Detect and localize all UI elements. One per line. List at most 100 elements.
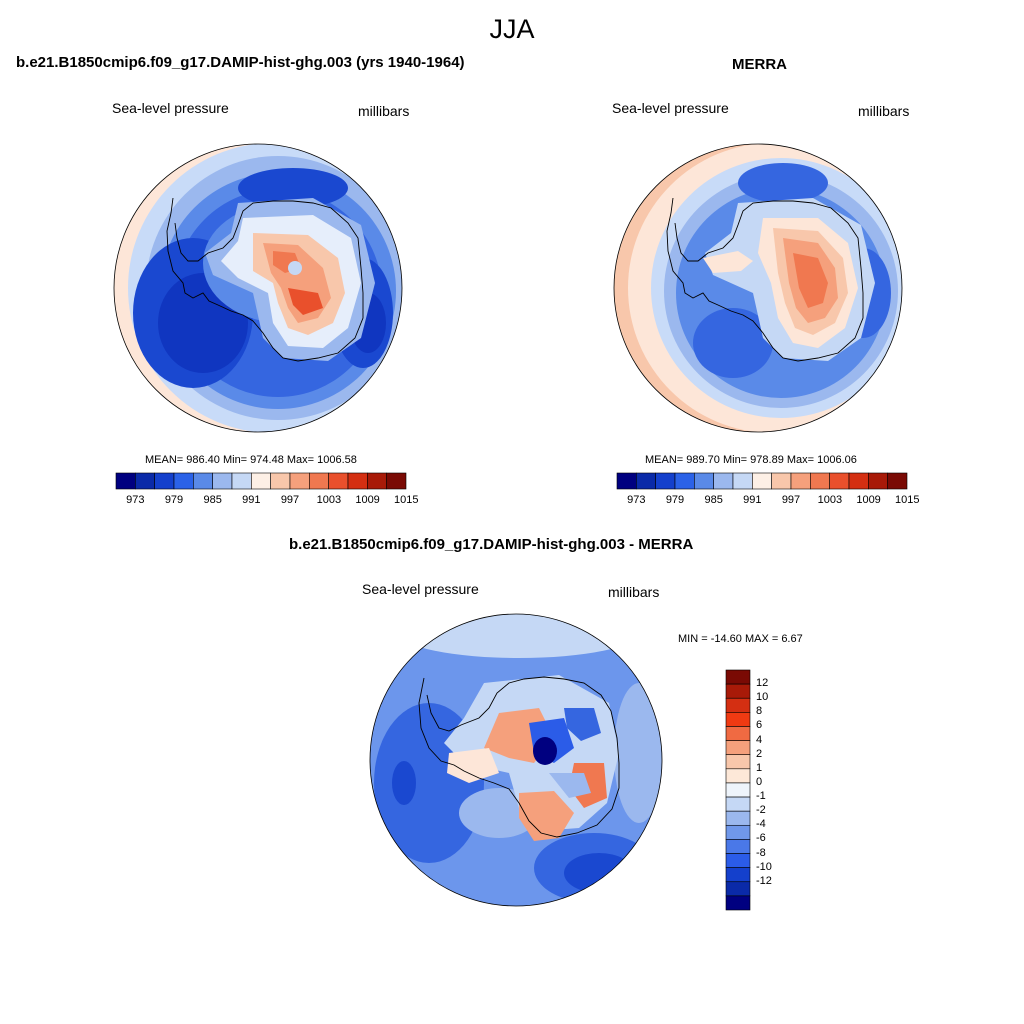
obs-colorbar-box <box>848 472 869 490</box>
obs-stats: MEAN= 989.70 Min= 978.89 Max= 1006.06 <box>645 454 857 466</box>
diff-colorbar-tick: -6 <box>756 832 766 845</box>
obs-colorbar-box <box>674 472 695 490</box>
model-colorbar-box <box>328 472 349 490</box>
diff-variable-label: Sea-level pressure <box>362 581 479 597</box>
model-colorbar-box <box>115 472 136 490</box>
model-variable-label: Sea-level pressure <box>112 100 229 116</box>
model-colorbar-tick: 991 <box>242 494 261 506</box>
model-colorbar-box <box>270 472 291 490</box>
model-colorbar-tick: 997 <box>280 494 300 506</box>
diff-stats: MIN = -14.60 MAX = 6.67 <box>678 633 803 645</box>
obs-colorbar-box <box>752 472 772 490</box>
diff-colorbar-box <box>725 824 751 840</box>
model-colorbar-box <box>135 472 155 490</box>
diff-colorbar-box <box>725 669 751 685</box>
diff-colorbar-box <box>725 740 751 756</box>
diff-colorbar-box <box>725 881 751 897</box>
model-colorbar-tick: 985 <box>203 494 222 506</box>
diff-panel-title: b.e21.B1850cmip6.f09_g17.DAMIP-hist-ghg.… <box>289 536 694 553</box>
diff-colorbar-tick: -12 <box>756 874 772 887</box>
antarctica-coastline <box>166 197 364 362</box>
diff-colorbar <box>725 669 751 911</box>
diff-units-label: millibars <box>608 584 660 600</box>
model-colorbar <box>115 472 407 490</box>
antarctica-coastline <box>418 676 620 838</box>
model-colorbar-box <box>173 472 194 490</box>
model-colorbar-tick: 1003 <box>316 494 342 506</box>
obs-colorbar-box <box>636 472 656 490</box>
antarctica-coastline <box>666 197 864 362</box>
obs-colorbar-box <box>713 472 734 490</box>
diff-colorbar-box <box>725 895 751 911</box>
model-colorbar-box <box>347 472 368 490</box>
diff-colorbar-tick: -8 <box>756 846 766 859</box>
diff-colorbar-box <box>725 810 751 826</box>
diff-colorbar-tick: 12 <box>756 677 769 690</box>
model-colorbar-box <box>386 472 407 490</box>
diff-colorbar-box <box>725 839 751 854</box>
obs-panel-title: MERRA <box>732 56 787 73</box>
model-colorbar-box <box>154 472 175 490</box>
diff-colorbar-tick: 10 <box>756 691 769 704</box>
diff-colorbar-box <box>725 867 751 883</box>
diff-colorbar-box <box>725 754 751 770</box>
map-boundary <box>113 143 403 433</box>
obs-colorbar-box <box>616 472 637 490</box>
obs-units-label: millibars <box>858 103 910 119</box>
model-panel-title: b.e21.B1850cmip6.f09_g17.DAMIP-hist-ghg.… <box>16 54 465 71</box>
diff-colorbar-tick: 4 <box>756 733 763 746</box>
obs-colorbar-tick: 1003 <box>817 494 843 506</box>
diff-colorbar-tick: 6 <box>756 719 763 732</box>
diff-colorbar-tick: 1 <box>756 761 763 774</box>
model-stats: MEAN= 986.40 Min= 974.48 Max= 1006.58 <box>145 454 357 466</box>
diff-colorbar-box <box>725 853 751 868</box>
obs-colorbar-tick: 997 <box>781 494 801 506</box>
diff-colorbar-tick: 0 <box>756 775 763 788</box>
obs-colorbar-box <box>694 472 714 490</box>
model-colorbar-box <box>231 472 252 490</box>
obs-colorbar <box>616 472 908 490</box>
diff-colorbar-box <box>725 726 751 741</box>
diff-colorbar-tick: -10 <box>756 860 772 873</box>
diff-colorbar-box <box>725 768 751 784</box>
obs-colorbar-box <box>810 472 830 490</box>
model-colorbar-tick: 1009 <box>355 494 380 506</box>
model-colorbar-tick: 973 <box>126 494 145 506</box>
diff-colorbar-box <box>725 796 751 812</box>
model-polar-map <box>113 143 403 433</box>
model-colorbar-tick: 1015 <box>394 494 419 506</box>
obs-colorbar-box <box>790 472 811 490</box>
model-units-label: millibars <box>358 103 410 119</box>
model-colorbar-box <box>251 472 271 490</box>
model-colorbar-tick: 979 <box>164 494 184 506</box>
obs-colorbar-box <box>732 472 753 490</box>
model-colorbar-box <box>289 472 310 490</box>
obs-colorbar-labels: 973 979 985 991 997 1003 1009 1015 <box>617 494 919 508</box>
diff-colorbar-tick: -2 <box>756 804 766 817</box>
model-colorbar-box <box>309 472 329 490</box>
obs-colorbar-box <box>655 472 676 490</box>
model-colorbar-box <box>212 472 233 490</box>
model-colorbar-box <box>367 472 387 490</box>
obs-variable-label: Sea-level pressure <box>612 100 729 116</box>
obs-colorbar-tick: 1015 <box>895 494 920 506</box>
obs-colorbar-tick: 991 <box>743 494 762 506</box>
diff-colorbar-tick: -4 <box>756 818 766 831</box>
diff-colorbar-tick: 2 <box>756 747 763 760</box>
diff-colorbar-box <box>725 712 751 727</box>
diff-colorbar-tick: -1 <box>756 790 766 803</box>
obs-colorbar-tick: 985 <box>704 494 723 506</box>
obs-colorbar-tick: 979 <box>665 494 685 506</box>
diff-polar-map <box>369 613 663 907</box>
model-colorbar-box <box>193 472 213 490</box>
obs-colorbar-box <box>771 472 792 490</box>
diff-colorbar-labels: 12 10 8 6 4 2 1 0 -1 -2 -4 -6 -8 -10 -12 <box>756 670 796 910</box>
obs-polar-map <box>613 143 903 433</box>
map-boundary <box>613 143 903 433</box>
diff-colorbar-box <box>725 697 751 713</box>
main-title: JJA <box>489 14 535 44</box>
obs-colorbar-box <box>887 472 908 490</box>
obs-colorbar-tick: 973 <box>627 494 646 506</box>
map-boundary <box>369 613 663 907</box>
obs-colorbar-box <box>868 472 888 490</box>
